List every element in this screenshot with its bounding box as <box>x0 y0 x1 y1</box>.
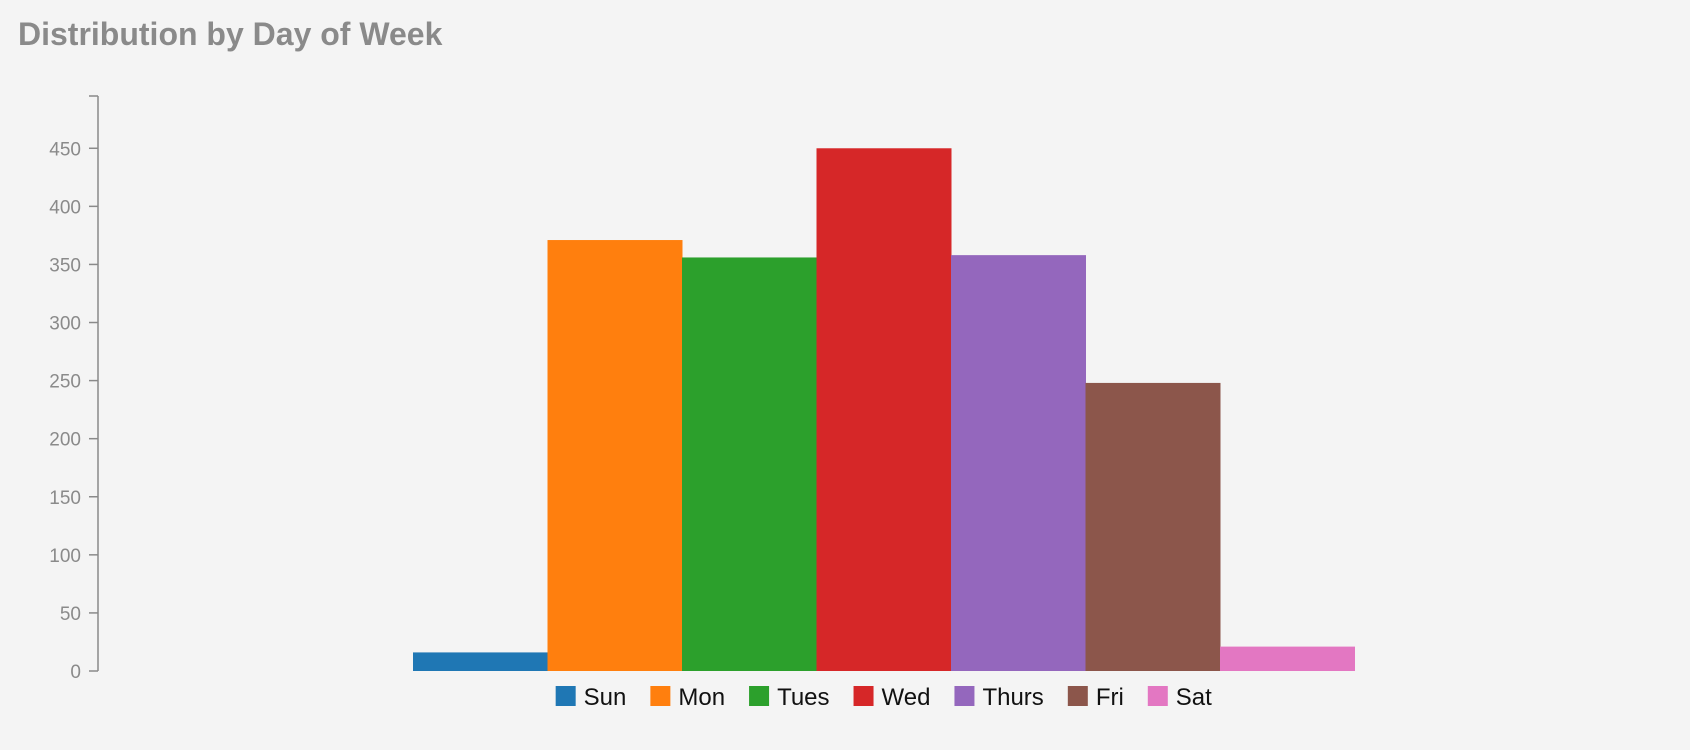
bar-tues[interactable] <box>682 257 817 671</box>
legend-label: Mon <box>678 684 725 711</box>
legend-item-tues[interactable]: Tues <box>749 684 830 711</box>
y-tick-label: 200 <box>49 430 81 451</box>
bar-sat[interactable] <box>1220 646 1355 671</box>
legend-label: Sat <box>1176 684 1212 711</box>
y-tick-label: 150 <box>49 488 81 509</box>
bar-fri[interactable] <box>1085 382 1221 671</box>
bars-group <box>413 148 1355 672</box>
legend-label: Wed <box>882 684 931 711</box>
legend-item-thurs[interactable]: Thurs <box>954 684 1044 711</box>
bar-mon[interactable] <box>547 240 683 671</box>
legend-item-sun[interactable]: Sun <box>555 684 627 711</box>
y-axis: 0 50 100 150 200 250 300 350 400 450 <box>49 95 99 683</box>
legend: Sun Mon Tues Wed Thurs Fri Sat <box>555 684 1212 711</box>
legend-swatch <box>555 686 576 706</box>
y-tick-label: 300 <box>49 314 81 335</box>
bar-thurs[interactable] <box>951 255 1086 671</box>
y-tick-label: 350 <box>49 255 81 276</box>
legend-item-sat[interactable]: Sat <box>1147 684 1212 711</box>
y-tick-label: 50 <box>60 604 81 625</box>
chart-title: Distribution by Day of Week <box>18 16 443 52</box>
y-tick-label: 100 <box>49 546 81 567</box>
legend-item-wed[interactable]: Wed <box>853 684 931 711</box>
legend-label: Tues <box>777 684 829 711</box>
y-tick-label: 250 <box>49 372 81 393</box>
y-tick-label: 450 <box>49 139 81 160</box>
legend-item-mon[interactable]: Mon <box>650 684 725 711</box>
legend-label: Thurs <box>982 684 1043 711</box>
y-tick-label: 400 <box>49 197 81 218</box>
bar-wed[interactable] <box>816 148 952 672</box>
legend-swatch <box>1067 686 1088 706</box>
legend-swatch <box>650 686 671 706</box>
legend-swatch <box>954 686 975 706</box>
y-tick-label: 0 <box>70 662 81 683</box>
legend-label: Sun <box>584 684 627 711</box>
legend-swatch <box>749 686 770 706</box>
bar-sun[interactable] <box>413 652 548 671</box>
legend-label: Fri <box>1096 684 1124 711</box>
legend-swatch <box>853 686 874 706</box>
legend-item-fri[interactable]: Fri <box>1067 684 1124 711</box>
legend-swatch <box>1147 686 1168 706</box>
